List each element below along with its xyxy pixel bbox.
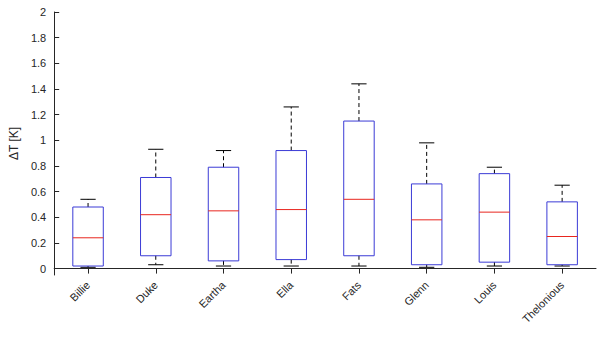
svg-text:0.2: 0.2 <box>31 237 46 249</box>
svg-text:1.8: 1.8 <box>31 32 46 44</box>
svg-text:0.4: 0.4 <box>31 211 46 223</box>
svg-text:1.4: 1.4 <box>31 83 46 95</box>
svg-text:2: 2 <box>40 6 46 18</box>
svg-text:Duke: Duke <box>133 279 160 306</box>
svg-text:0.8: 0.8 <box>31 160 46 172</box>
svg-text:1.6: 1.6 <box>31 57 46 69</box>
svg-text:ΔT [K]: ΔT [K] <box>7 127 21 160</box>
svg-text:Billie: Billie <box>67 279 92 304</box>
svg-text:1.2: 1.2 <box>31 109 46 121</box>
svg-text:Louis: Louis <box>472 278 499 305</box>
svg-text:Eartha: Eartha <box>196 278 228 310</box>
svg-text:Fats: Fats <box>340 278 364 302</box>
svg-text:0: 0 <box>40 263 46 275</box>
svg-text:0.6: 0.6 <box>31 186 46 198</box>
svg-text:Glenn: Glenn <box>402 279 431 308</box>
svg-text:Thelonious: Thelonious <box>520 278 567 325</box>
svg-text:Ella: Ella <box>274 278 296 300</box>
svg-text:1: 1 <box>40 134 46 146</box>
